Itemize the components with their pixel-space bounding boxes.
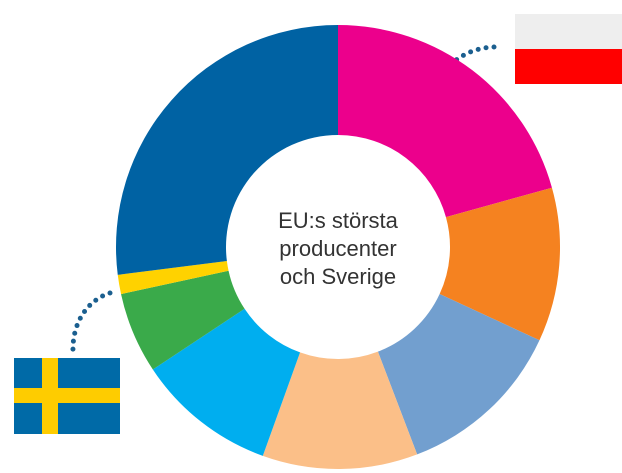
- flag-red: [515, 49, 622, 84]
- center-text: och Sverige: [280, 264, 396, 289]
- donut-slice: [377, 294, 540, 455]
- center-text: EU:s största: [278, 208, 399, 233]
- sweden-flag: [14, 358, 120, 434]
- donut-slice: [121, 270, 245, 370]
- flag-white: [515, 14, 622, 49]
- dotted-connector: [70, 290, 113, 355]
- flag-cross-horizontal: [14, 388, 120, 403]
- donut-slice: [115, 25, 338, 275]
- poland-flag: [515, 14, 622, 84]
- donut-slice: [262, 351, 418, 469]
- donut-slice: [338, 25, 552, 218]
- donut: [115, 25, 560, 469]
- center-text: producenter: [279, 236, 396, 261]
- donut-slice: [439, 187, 560, 341]
- dotted-connector: [432, 44, 497, 89]
- donut-slice: [152, 308, 301, 456]
- donut-slice: [117, 261, 229, 295]
